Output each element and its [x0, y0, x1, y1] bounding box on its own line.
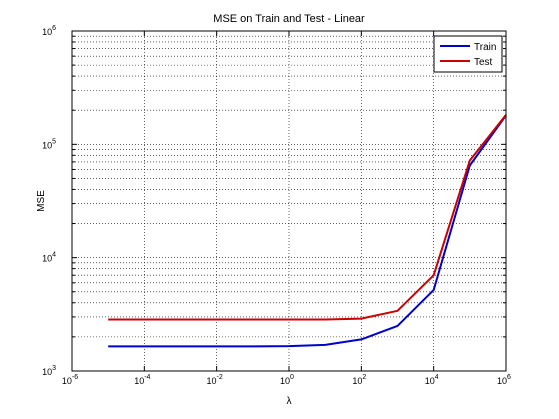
- x-tick-label-exponent: 0: [290, 374, 294, 381]
- grid-lines: [72, 31, 506, 371]
- x-tick-label: 100: [280, 374, 294, 386]
- plot-area: [72, 31, 506, 371]
- series-line-test: [108, 114, 507, 321]
- y-tick-label-base: 10: [42, 140, 52, 150]
- axis-ticks: [71, 31, 507, 372]
- x-tick-label-base: 10: [207, 376, 217, 386]
- y-tick-label-exponent: 4: [52, 252, 56, 259]
- x-tick-label-base: 10: [425, 376, 435, 386]
- legend: Train Test: [433, 35, 503, 73]
- x-tick-label-exponent: 6: [507, 374, 511, 381]
- y-tick-label: 103: [42, 365, 56, 377]
- x-tick-label-base: 10: [497, 376, 507, 386]
- x-tick-label: 104: [425, 374, 439, 386]
- x-tick-label-base: 10: [352, 376, 362, 386]
- y-tick-label-exponent: 5: [52, 138, 56, 145]
- x-tick-label-base: 10: [134, 376, 144, 386]
- x-tick-label-exponent: -2: [217, 374, 223, 381]
- chart-title: MSE on Train and Test - Linear: [213, 13, 365, 25]
- x-tick-label-exponent: 4: [435, 374, 439, 381]
- y-axis-label: MSE: [36, 190, 47, 212]
- legend-box: [433, 35, 503, 73]
- y-tick-label: 104: [42, 252, 56, 264]
- x-tick-label: 10-4: [134, 374, 150, 386]
- x-tick-label-base: 10: [280, 376, 290, 386]
- x-tick-label: 106: [497, 374, 511, 386]
- y-tick-label-exponent: 6: [52, 25, 56, 32]
- y-tick-label: 106: [42, 25, 56, 37]
- series-line-train: [108, 114, 507, 348]
- x-tick-label: 10-2: [207, 374, 223, 386]
- x-tick-labels: 10-6 10-4 10-2 100 102 104 106: [62, 374, 511, 386]
- x-tick-label: 10-6: [62, 374, 78, 386]
- x-tick-label-exponent: 2: [362, 374, 366, 381]
- x-tick-label-exponent: -4: [144, 374, 150, 381]
- x-tick-label-base: 10: [62, 376, 72, 386]
- y-tick-label-base: 10: [42, 27, 52, 37]
- legend-label-test: Test: [474, 57, 493, 68]
- y-tick-label-base: 10: [42, 254, 52, 264]
- y-tick-label-exponent: 3: [52, 365, 56, 372]
- y-tick-label-base: 10: [42, 367, 52, 377]
- x-axis-label: λ: [287, 396, 292, 407]
- x-tick-label: 102: [352, 374, 366, 386]
- series-lines: [108, 114, 507, 348]
- x-tick-label-exponent: -6: [72, 374, 78, 381]
- y-tick-label: 105: [42, 138, 56, 150]
- legend-label-train: Train: [474, 42, 496, 53]
